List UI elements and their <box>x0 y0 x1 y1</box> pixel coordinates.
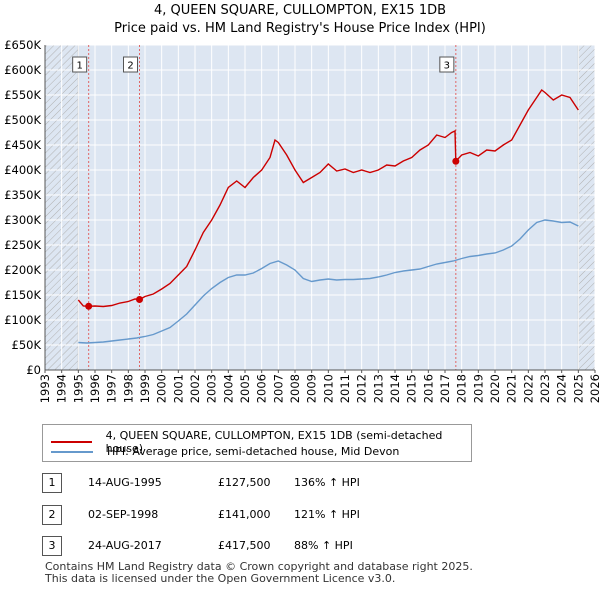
x-tick-label: 2016 <box>421 374 435 403</box>
x-tick-label: 2014 <box>388 374 402 403</box>
sale-label-box <box>123 56 138 73</box>
x-tick-label: 2017 <box>438 374 452 403</box>
x-tick-label: 1993 <box>38 374 52 403</box>
x-tick-label: 2008 <box>288 374 302 403</box>
y-tick-label: £550K <box>4 88 41 102</box>
x-tick-label: 2007 <box>271 374 285 403</box>
transaction-price: £417,500 <box>218 539 271 552</box>
x-tick-label: 2013 <box>371 374 385 403</box>
x-tick-label: 2022 <box>521 374 535 403</box>
y-tick-label: £100K <box>4 313 41 327</box>
footer-copyright: Contains HM Land Registry data © Crown c… <box>45 560 473 573</box>
x-tick-label: 2025 <box>571 374 585 403</box>
x-tick-label: 2003 <box>205 374 219 403</box>
transaction-date: 02-SEP-1998 <box>88 508 159 521</box>
legend-swatch-hpi <box>51 450 93 453</box>
x-tick-label: 2009 <box>305 374 319 403</box>
x-tick-label: 2002 <box>188 374 202 403</box>
transaction-date: 14-AUG-1995 <box>88 476 162 489</box>
sale-point <box>452 157 460 165</box>
transaction-price: £141,000 <box>218 508 271 521</box>
sale-label-text: 2 <box>127 61 133 72</box>
x-tick-label: 2006 <box>255 374 269 403</box>
y-tick-label: £50K <box>12 338 42 352</box>
x-tick-label: 2005 <box>238 374 252 403</box>
hpi-line <box>78 219 579 344</box>
legend-label-hpi: HPI: Average price, semi-detached house,… <box>107 445 400 458</box>
sale-label-text: 1 <box>76 61 82 72</box>
transaction-hpi: 121% ↑ HPI <box>294 508 360 521</box>
transaction-price: £127,500 <box>218 476 271 489</box>
y-tick-label: £400K <box>4 163 41 177</box>
sale-point <box>85 302 93 310</box>
sale-label-text: 3 <box>444 61 450 72</box>
legend-item-hpi: HPI: Average price, semi-detached house,… <box>51 445 399 458</box>
x-tick-label: 2021 <box>505 374 519 403</box>
transaction-number: 2 <box>42 505 62 525</box>
plot-background <box>45 45 595 370</box>
legend-label-property: 4, QUEEN SQUARE, CULLOMPTON, EX15 1DB (s… <box>105 429 443 455</box>
x-tick-label: 1995 <box>71 374 85 403</box>
x-tick-label: 2026 <box>588 374 600 403</box>
y-tick-label: £300K <box>4 213 41 227</box>
x-tick-label: 2001 <box>171 374 185 403</box>
transaction-row: 3 24-AUG-2017 £417,500 88% ↑ HPI <box>42 536 372 556</box>
legend-item-property: 4, QUEEN SQUARE, CULLOMPTON, EX15 1DB (s… <box>51 429 471 455</box>
y-tick-label: £350K <box>4 188 41 202</box>
x-tick-label: 2010 <box>321 374 335 403</box>
transaction-row: 1 14-AUG-1995 £127,500 136% ↑ HPI <box>42 473 372 493</box>
x-tick-label: 2020 <box>488 374 502 403</box>
x-tick-label: 2018 <box>455 374 469 403</box>
property-price-line <box>77 88 579 308</box>
sale-label-box <box>439 56 455 73</box>
hatched-region <box>578 45 595 370</box>
x-tick-label: 1998 <box>121 374 135 403</box>
transaction-hpi: 88% ↑ HPI <box>294 539 353 552</box>
price-chart: 1 2 3 £0 £50K £100K £150K £200K £250K £300K £350K £… <box>4 38 600 403</box>
transaction-row: 2 02-SEP-1998 £141,000 121% ↑ HPI <box>42 505 372 525</box>
sale-label-box <box>72 56 88 73</box>
y-tick-label: £600K <box>4 63 41 77</box>
x-tick-label: 2023 <box>538 374 552 403</box>
legend: 4, QUEEN SQUARE, CULLOMPTON, EX15 1DB (s… <box>42 424 472 462</box>
x-tick-label: 1994 <box>55 374 69 403</box>
y-tick-label: £0 <box>26 363 41 377</box>
x-tick-label: 2024 <box>555 374 569 403</box>
y-tick-label: £150K <box>4 288 41 302</box>
sale-point <box>136 296 143 303</box>
y-tick-label: £450K <box>4 138 41 152</box>
transaction-hpi: 136% ↑ HPI <box>294 476 360 489</box>
y-tick-label: £250K <box>4 238 41 252</box>
x-tick-label: 1997 <box>105 374 119 403</box>
y-tick-label: £500K <box>4 113 41 127</box>
transaction-number: 1 <box>42 473 62 493</box>
x-tick-label: 1996 <box>88 374 102 403</box>
legend-swatch-property <box>51 441 92 443</box>
transaction-number: 3 <box>42 536 62 556</box>
footer-licence: This data is licensed under the Open Gov… <box>45 572 396 585</box>
x-tick-label: 2012 <box>355 374 369 403</box>
x-tick-label: 2004 <box>221 374 235 403</box>
y-tick-label: £650K <box>4 38 41 52</box>
x-tick-label: 1999 <box>138 374 152 403</box>
x-tick-label: 2011 <box>338 374 352 403</box>
x-tick-label: 2000 <box>155 374 169 403</box>
x-tick-label: 2019 <box>471 374 485 403</box>
y-tick-label: £200K <box>4 263 41 277</box>
chart-title: 4, QUEEN SQUARE, CULLOMPTON, EX15 1DB <box>153 3 447 18</box>
x-tick-label: 2015 <box>405 374 419 403</box>
chart-subtitle: Price paid vs. HM Land Registry's House … <box>114 21 486 36</box>
transaction-date: 24-AUG-2017 <box>88 539 162 552</box>
